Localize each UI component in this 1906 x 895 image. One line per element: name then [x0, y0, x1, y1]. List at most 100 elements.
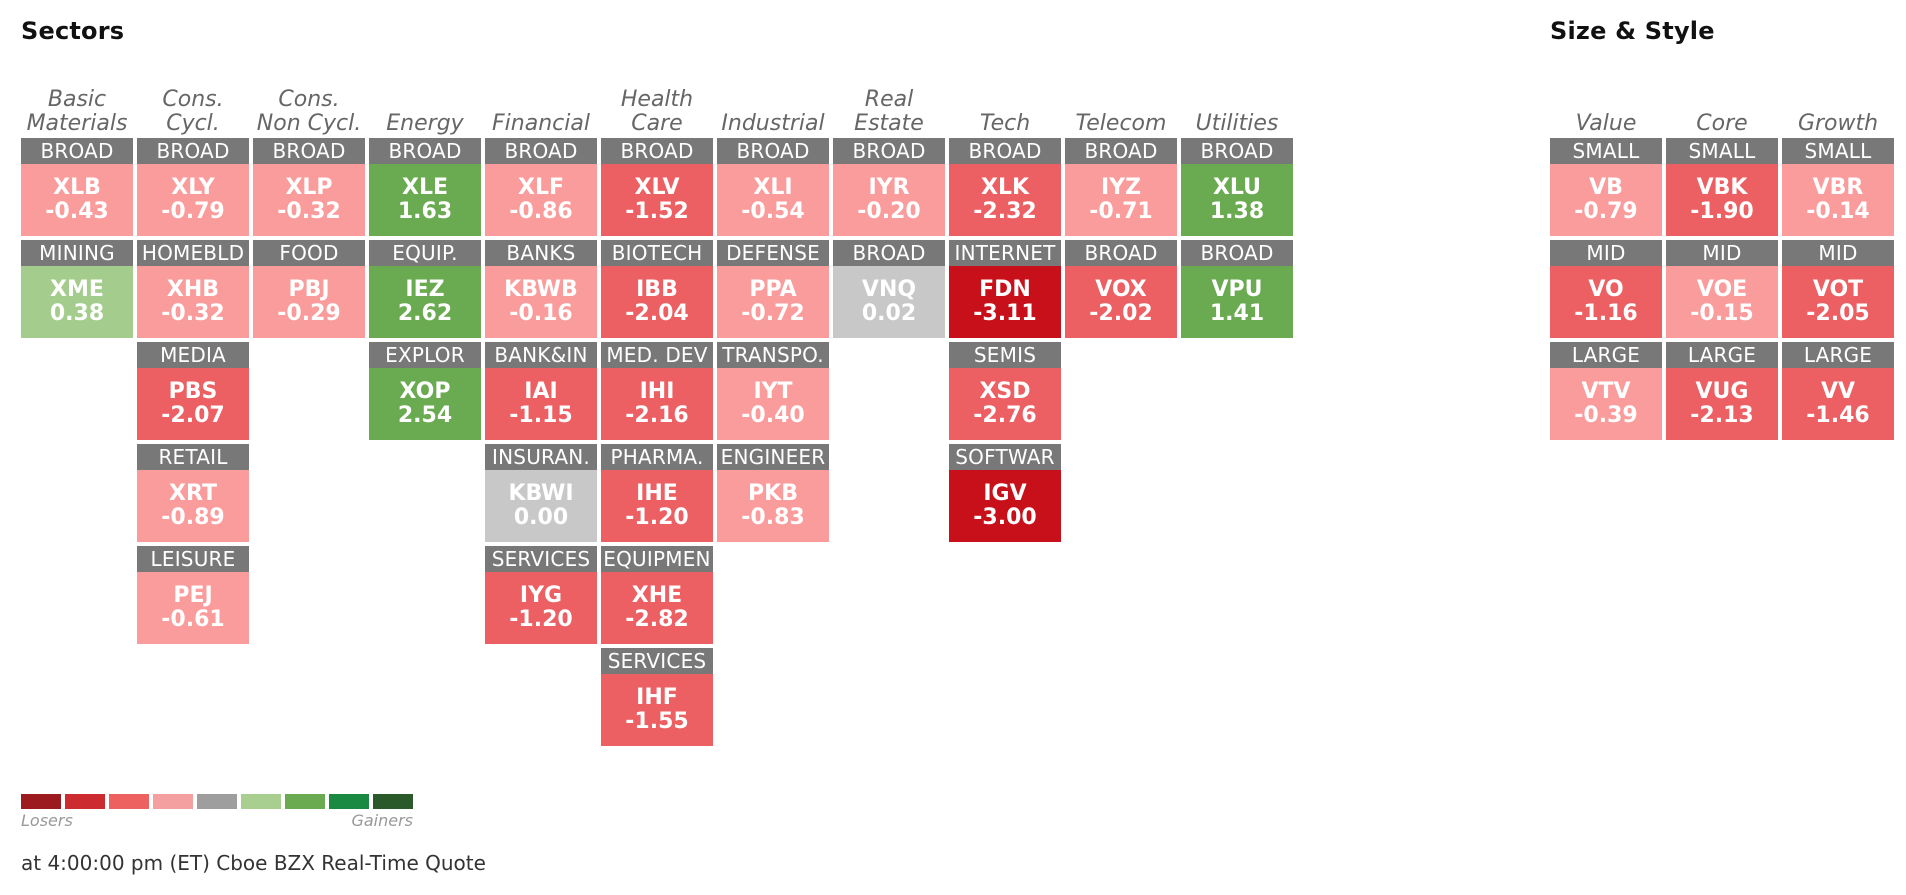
etf-tile[interactable]: HOMEBLD XHB -0.32	[137, 240, 249, 338]
etf-tile[interactable]: BROAD XLU 1.38	[1181, 138, 1293, 236]
tile-ticker: XRT	[169, 481, 217, 506]
etf-tile[interactable]: TRANSPO. IYT -0.40	[717, 342, 829, 440]
tile-body: IEZ 2.62	[369, 266, 481, 338]
heatmap-column: Real Estate BROAD IYR -0.20 BROAD VNQ 0.02	[833, 78, 945, 338]
etf-tile[interactable]: SMALL VBR -0.14	[1782, 138, 1894, 236]
etf-tile[interactable]: BROAD XLY -0.79	[137, 138, 249, 236]
etf-tile[interactable]: ENGINEER PKB -0.83	[717, 444, 829, 542]
etf-tile[interactable]: BROAD VOX -2.02	[1065, 240, 1177, 338]
etf-tile[interactable]: SERVICES IHF -1.55	[601, 648, 713, 746]
etf-tile[interactable]: BROAD XLP -0.32	[253, 138, 365, 236]
etf-tile[interactable]: LARGE VV -1.46	[1782, 342, 1894, 440]
etf-tile[interactable]: BROAD XLE 1.63	[369, 138, 481, 236]
etf-tile[interactable]: BROAD VNQ 0.02	[833, 240, 945, 338]
etf-tile[interactable]: MID VOT -2.05	[1782, 240, 1894, 338]
column-header-line: Core	[1696, 111, 1748, 136]
tile-body: XHE -2.82	[601, 572, 713, 644]
etf-tile[interactable]: BIOTECH IBB -2.04	[601, 240, 713, 338]
heatmap-column: Utilities BROAD XLU 1.38 BROAD VPU 1.41	[1181, 78, 1293, 338]
tile-change-value: -0.43	[45, 199, 109, 224]
tile-body: VBR -0.14	[1782, 164, 1894, 236]
tile-category-label: EQUIP.	[369, 240, 481, 266]
etf-tile[interactable]: PHARMA. IHE -1.20	[601, 444, 713, 542]
tile-ticker: VOX	[1095, 277, 1147, 302]
tile-ticker: VBK	[1696, 175, 1748, 200]
etf-tile[interactable]: BROAD IYR -0.20	[833, 138, 945, 236]
etf-tile[interactable]: BROAD XLI -0.54	[717, 138, 829, 236]
etf-tile[interactable]: DEFENSE PPA -0.72	[717, 240, 829, 338]
etf-tile[interactable]: SMALL VB -0.79	[1550, 138, 1662, 236]
column-header: Utilities	[1181, 78, 1293, 136]
legend-losers-label: Losers	[21, 811, 73, 830]
column-header: Telecom	[1065, 78, 1177, 136]
etf-tile[interactable]: BROAD XLF -0.86	[485, 138, 597, 236]
tile-body: VNQ 0.02	[833, 266, 945, 338]
etf-tile[interactable]: BROAD XLV -1.52	[601, 138, 713, 236]
tile-ticker: XLP	[285, 175, 333, 200]
quote-timestamp: at 4:00:00 pm (ET) Cboe BZX Real-Time Qu…	[21, 851, 486, 875]
etf-tile[interactable]: BROAD IYZ -0.71	[1065, 138, 1177, 236]
tile-ticker: XOP	[399, 379, 451, 404]
etf-tile[interactable]: EQUIP. IEZ 2.62	[369, 240, 481, 338]
tile-category-label: BROAD	[21, 138, 133, 164]
etf-tile[interactable]: SEMIS XSD -2.76	[949, 342, 1061, 440]
etf-tile[interactable]: SMALL VBK -1.90	[1666, 138, 1778, 236]
etf-tile[interactable]: SERVICES IYG -1.20	[485, 546, 597, 644]
etf-tile[interactable]: EXPLOR XOP 2.54	[369, 342, 481, 440]
etf-tile[interactable]: MINING XME 0.38	[21, 240, 133, 338]
etf-tile[interactable]: BROAD VPU 1.41	[1181, 240, 1293, 338]
tile-category-label: BROAD	[949, 138, 1061, 164]
tile-category-label: MEDIA	[137, 342, 249, 368]
etf-tile[interactable]: EQUIPMEN XHE -2.82	[601, 546, 713, 644]
etf-tile[interactable]: MID VO -1.16	[1550, 240, 1662, 338]
etf-tile[interactable]: BROAD XLK -2.32	[949, 138, 1061, 236]
legend-swatch	[285, 794, 325, 809]
tile-body: XOP 2.54	[369, 368, 481, 440]
column-header-line: Tech	[979, 111, 1031, 136]
column-header-line	[770, 88, 777, 112]
etf-tile[interactable]: MED. DEV IHI -2.16	[601, 342, 713, 440]
etf-tile[interactable]: INSURAN. KBWI 0.00	[485, 444, 597, 542]
tile-ticker: XLF	[517, 175, 564, 200]
etf-tile[interactable]: LARGE VTV -0.39	[1550, 342, 1662, 440]
tile-ticker: VNQ	[861, 277, 917, 302]
tile-category-label: SERVICES	[485, 546, 597, 572]
etf-tile[interactable]: BROAD XLB -0.43	[21, 138, 133, 236]
etf-tile[interactable]: BANK&IN IAI -1.15	[485, 342, 597, 440]
etf-tile[interactable]: MEDIA PBS -2.07	[137, 342, 249, 440]
column-header-line	[1835, 88, 1842, 112]
tile-change-value: -2.16	[625, 403, 689, 428]
tile-change-value: -1.90	[1690, 199, 1754, 224]
column-header-line	[422, 88, 429, 112]
etf-tile[interactable]: MID VOE -0.15	[1666, 240, 1778, 338]
etf-tile[interactable]: SOFTWAR IGV -3.00	[949, 444, 1061, 542]
etf-tile[interactable]: INTERNET FDN -3.11	[949, 240, 1061, 338]
heatmap-column: Cons. Non Cycl. BROAD XLP -0.32 FOOD PBJ -0.29	[253, 78, 365, 338]
legend-swatch	[65, 794, 105, 809]
tile-category-label: BROAD	[1181, 138, 1293, 164]
legend-swatch	[21, 794, 61, 809]
tile-category-label: EXPLOR	[369, 342, 481, 368]
column-header: Health Care	[601, 78, 713, 136]
column-header-line: Cons.	[162, 87, 224, 112]
tile-change-value: -1.46	[1806, 403, 1870, 428]
etf-tile[interactable]: LARGE VUG -2.13	[1666, 342, 1778, 440]
etf-tile[interactable]: FOOD PBJ -0.29	[253, 240, 365, 338]
tile-ticker: KBWB	[504, 277, 578, 302]
tile-body: XLI -0.54	[717, 164, 829, 236]
column-header: Industrial	[717, 78, 829, 136]
column-header: Real Estate	[833, 78, 945, 136]
column-header: Cons. Cycl.	[137, 78, 249, 136]
heatmap-column: Value SMALL VB -0.79 MID VO -1.16 LARGE VTV -0.39	[1550, 78, 1662, 440]
tile-category-label: BROAD	[1065, 138, 1177, 164]
tile-category-label: LARGE	[1666, 342, 1778, 368]
tile-category-label: BROAD	[717, 138, 829, 164]
etf-tile[interactable]: BANKS KBWB -0.16	[485, 240, 597, 338]
tile-change-value: -0.29	[277, 301, 341, 326]
etf-tile[interactable]: LEISURE PEJ -0.61	[137, 546, 249, 644]
tile-ticker: XLK	[980, 175, 1030, 200]
tile-category-label: FOOD	[253, 240, 365, 266]
tile-ticker: XSD	[979, 379, 1031, 404]
column-header-line: Telecom	[1075, 111, 1167, 136]
etf-tile[interactable]: RETAIL XRT -0.89	[137, 444, 249, 542]
